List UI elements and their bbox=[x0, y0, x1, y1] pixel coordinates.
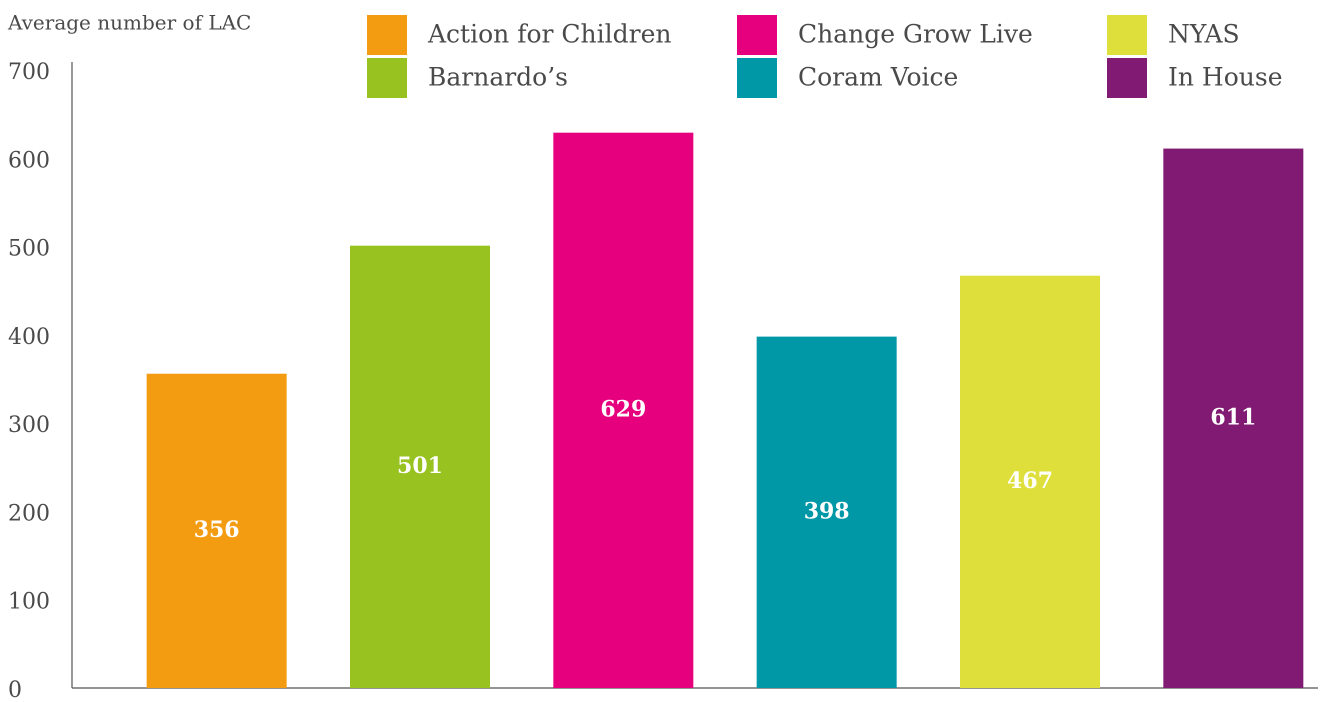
legend-label: Barnardo’s bbox=[428, 63, 568, 92]
y-tick-label: 300 bbox=[8, 413, 50, 438]
value-label: 467 bbox=[1007, 468, 1053, 494]
bar bbox=[350, 245, 490, 688]
y-tick-label: 500 bbox=[8, 237, 50, 262]
y-tick-label: 0 bbox=[8, 678, 22, 702]
legend-swatch bbox=[1107, 58, 1147, 98]
legend-label: Action for Children bbox=[427, 20, 671, 49]
legend-swatch bbox=[367, 15, 407, 55]
value-label: 629 bbox=[600, 396, 646, 422]
legend-swatch bbox=[1107, 15, 1147, 55]
bar bbox=[1163, 148, 1304, 688]
bar bbox=[146, 373, 287, 688]
legend-label: In House bbox=[1168, 63, 1283, 92]
legend-swatch bbox=[737, 15, 777, 55]
y-tick-label: 200 bbox=[8, 501, 50, 526]
y-tick-label: 400 bbox=[8, 325, 50, 350]
y-axis-label: Average number of LAC bbox=[7, 11, 251, 35]
legend-swatch bbox=[367, 58, 407, 98]
bar bbox=[960, 275, 1100, 688]
value-label: 356 bbox=[194, 517, 240, 543]
legend-label: Change Grow Live bbox=[798, 20, 1033, 49]
y-tick-label: 700 bbox=[8, 60, 50, 85]
value-label: 398 bbox=[804, 498, 850, 524]
y-tick-label: 100 bbox=[8, 590, 50, 615]
legend-label: NYAS bbox=[1168, 20, 1240, 49]
bar bbox=[756, 336, 897, 688]
y-tick-label: 600 bbox=[8, 148, 50, 173]
legend-swatch bbox=[737, 58, 777, 98]
bar bbox=[553, 132, 694, 688]
legend-label: Coram Voice bbox=[798, 63, 958, 92]
value-label: 501 bbox=[397, 453, 443, 479]
value-label: 611 bbox=[1210, 404, 1256, 430]
